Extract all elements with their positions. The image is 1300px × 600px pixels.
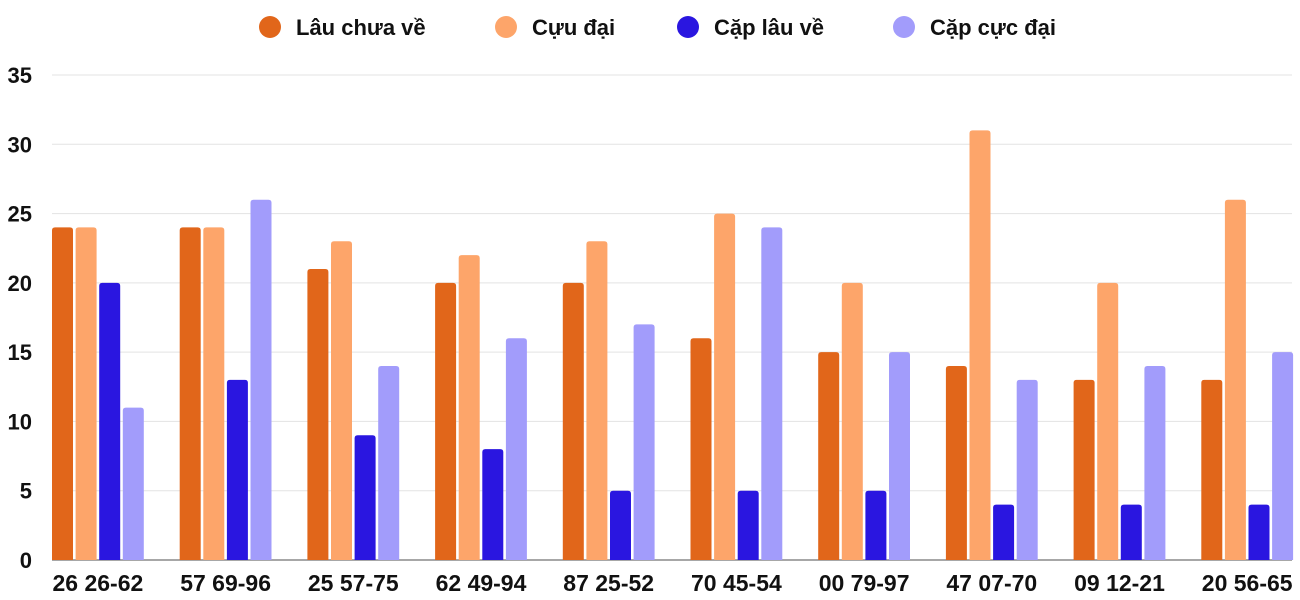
bar (378, 366, 400, 560)
x-tick-label: 87 25-52 (563, 570, 654, 596)
x-tick-label: 70 45-54 (691, 570, 782, 596)
bar (818, 352, 840, 560)
legend-label: Cặp lâu về (714, 15, 824, 40)
y-tick-label: 15 (8, 340, 32, 365)
y-tick-label: 20 (8, 271, 32, 296)
bar (1201, 379, 1223, 560)
legend-swatch (259, 16, 281, 38)
bar (458, 255, 480, 560)
bar (865, 490, 887, 560)
bar (1120, 504, 1142, 560)
bar (354, 435, 376, 560)
legend: Lâu chưa về Cựu đại Cặp lâu về Cặp cực đại (259, 15, 1056, 40)
y-tick-label: 25 (8, 202, 32, 227)
y-tick-label: 30 (8, 132, 32, 157)
bar (331, 241, 352, 561)
bar (586, 241, 608, 561)
bar (737, 490, 759, 560)
y-tick-label: 0 (20, 548, 32, 573)
bar (610, 490, 631, 560)
bar (99, 282, 121, 560)
bar (993, 504, 1015, 560)
bar (1016, 379, 1038, 560)
bar (633, 324, 655, 560)
x-tick-label: 00 79-97 (819, 570, 910, 596)
bar (1248, 504, 1270, 560)
bars (52, 130, 1294, 561)
bar (969, 130, 991, 560)
bar (1097, 282, 1119, 560)
bar (761, 227, 783, 560)
bar (203, 227, 225, 560)
legend-swatch (677, 16, 699, 38)
bar (75, 227, 97, 560)
bar (505, 338, 527, 560)
x-tick-label: 47 07-70 (946, 570, 1037, 596)
y-tick-label: 10 (8, 409, 32, 434)
bar (889, 352, 910, 560)
legend-label: Cựu đại (532, 15, 615, 40)
bar (690, 338, 712, 560)
bar (562, 282, 584, 560)
bar (1144, 366, 1166, 560)
x-tick-label: 25 57-75 (308, 570, 399, 596)
y-tick-label: 35 (8, 63, 32, 88)
bar (226, 379, 248, 560)
y-axis: 0 5 10 15 20 25 30 35 (8, 63, 32, 573)
x-tick-label: 57 69-96 (180, 570, 271, 596)
bar (1224, 199, 1246, 560)
bar (179, 227, 201, 560)
y-tick-label: 5 (20, 479, 32, 504)
bar (250, 199, 272, 560)
x-tick-label: 20 56-65 (1202, 570, 1293, 596)
bar (52, 227, 73, 560)
legend-label: Cặp cực đại (930, 15, 1056, 40)
bar (1073, 379, 1095, 560)
x-tick-label: 62 49-94 (436, 570, 527, 596)
bar (714, 213, 736, 561)
x-tick-label: 26 26-62 (52, 570, 143, 596)
x-tick-label: 09 12-21 (1074, 570, 1165, 596)
x-axis: 26 26-62 57 69-96 25 57-75 62 49-94 87 25-52… (52, 570, 1292, 596)
legend-swatch (893, 16, 915, 38)
bar (307, 269, 329, 560)
bar (122, 407, 144, 560)
bar (1272, 352, 1294, 560)
legend-label: Lâu chưa về (296, 15, 426, 40)
legend-swatch (495, 16, 517, 38)
bar (435, 282, 457, 560)
bar (841, 282, 863, 560)
bar (945, 366, 967, 560)
bar (482, 449, 504, 560)
